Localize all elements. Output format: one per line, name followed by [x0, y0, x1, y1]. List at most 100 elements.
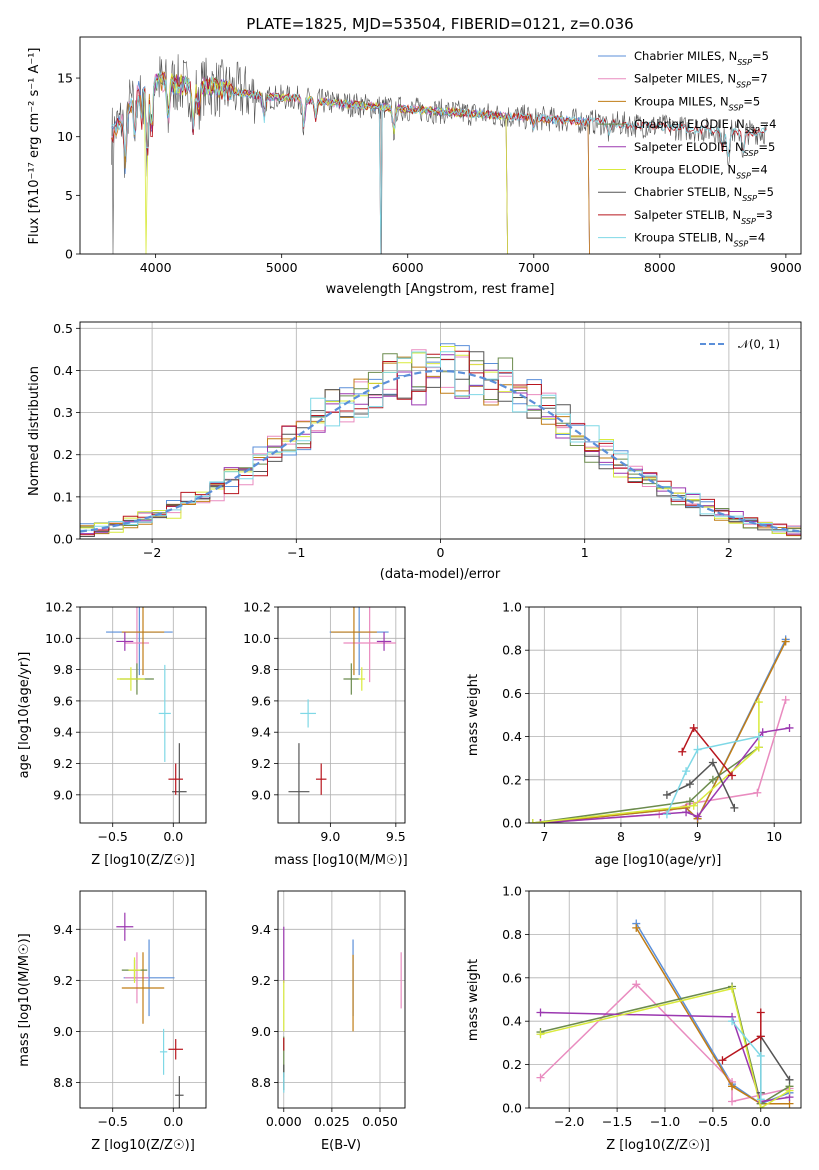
residuals-histogram-8: [80, 351, 801, 532]
mass-weight-vs-metallicity-xtick-label: 0.0: [751, 1114, 771, 1129]
age-vs-mass-ytick-label: 9.4: [251, 725, 271, 740]
age-vs-metallicity-ytick-label: 9.4: [53, 725, 73, 740]
mass-weight-vs-age-marker-5-1: [689, 801, 698, 810]
mass-weight-vs-age-xtick-label: 9: [694, 829, 702, 844]
age-vs-metallicity-ytick-label: 10.0: [45, 631, 73, 646]
mass-weight-vs-metallicity-marker-7-2: [756, 1008, 765, 1017]
mass-weight-vs-metallicity-ytick-label: 1.0: [502, 884, 522, 899]
mass-weight-vs-metallicity-marker-6-2: [785, 1075, 794, 1084]
spectrum-ytick-label: 15: [57, 71, 73, 86]
mass-weight-vs-metallicity-marker-2-0: [632, 923, 641, 932]
mass-weight-vs-age-marker-7-1: [689, 723, 698, 732]
spectrum-panel: PLATE=1825, MJD=53504, FIBERID=0121, z=0…: [27, 15, 802, 297]
mass-weight-vs-metallicity-line-5: [540, 987, 790, 1108]
age-vs-mass-xtick-label: 9.0: [320, 829, 340, 844]
mass-weight-vs-metallicity-marker-5-2: [756, 1104, 765, 1108]
mass-weight-vs-age-marker-4-4: [785, 723, 794, 732]
mass-weight-vs-age-xlabel: age [log10(age/yr)]: [595, 853, 722, 868]
mass-weight-vs-metallicity-marker-5-3: [785, 1086, 794, 1095]
mass-weight-vs-metallicity-marker-5-0: [536, 1030, 545, 1039]
age-vs-mass-xlabel: mass [log10(M/M☉)]: [274, 853, 407, 868]
mass-weight-vs-age-marker-5-0: [529, 819, 537, 823]
mass-weight-vs-age-marker-8-1: [682, 767, 691, 776]
mass-weight-vs-age-marker-4-1: [682, 808, 691, 817]
mass-weight-vs-age-marker-3-2: [708, 775, 717, 784]
mass-weight-vs-age-marker-6-2: [708, 758, 717, 767]
age-vs-mass-frame: [277, 606, 406, 824]
mass-weight-vs-age-marker-2-3: [781, 637, 790, 646]
age-vs-mass-panel: 9.0 9.5 9.0 9.2 9.4 9.6 9.8 10.0 10.2 mass [log1…: [243, 600, 408, 869]
mass-weight-vs-age-marker-1-3: [753, 788, 762, 797]
mass-vs-metallicity-ytick-label: 9.2: [53, 973, 73, 988]
mass-weight-vs-metallicity-marker-1-3: [728, 1097, 737, 1106]
mass-weight-vs-age-xtick-label: 8: [617, 829, 625, 844]
mass-weight-vs-metallicity-ytick-label: 0.2: [502, 1057, 522, 1072]
mass-weight-vs-age-marker-8-3: [754, 732, 763, 741]
mass-weight-vs-age-marker-6-1: [685, 780, 694, 789]
mass-weight-vs-age-line-3: [532, 746, 760, 823]
mass-weight-vs-metallicity-xtick-label: −2.0: [554, 1114, 584, 1129]
mass-vs-metallicity-ylabel: mass [log10(M/M☉)]: [17, 933, 32, 1066]
mass-vs-reddening-xtick-label: 0.000: [266, 1114, 302, 1129]
residuals-ytick-label: 0.5: [53, 321, 73, 336]
mass-weight-vs-age-ytick-label: 0.8: [502, 643, 522, 658]
mass-weight-vs-age-marker-3-1: [685, 797, 694, 806]
spectrum-xtick-label: 8000: [644, 260, 676, 275]
mass-vs-metallicity-xlabel: Z [log10(Z/Z☉)]: [91, 1138, 195, 1153]
residuals-ytick-label: 0.3: [53, 405, 73, 420]
mass-weight-vs-age-marker-4-0: [536, 819, 545, 823]
mass-vs-metallicity-ytick-label: 8.8: [53, 1075, 73, 1090]
mass-weight-vs-age-xtick-label: 10: [766, 829, 782, 844]
spectrum-xtick-label: 7000: [518, 260, 550, 275]
mass-weight-vs-age-marker-8-0: [662, 810, 671, 819]
mass-weight-vs-age-marker-1-4: [781, 695, 790, 704]
residuals-xlabel: (data-model)/error: [380, 567, 501, 582]
mass-weight-vs-metallicity-line-2: [635, 927, 790, 1105]
mass-weight-vs-age-ytick-label: 0.2: [502, 772, 522, 787]
mass-weight-vs-metallicity-marker-8-0: [728, 1017, 737, 1026]
residuals-xtick-label: −2: [143, 545, 161, 560]
mass-weight-vs-age-ytick-label: 0.0: [502, 816, 522, 831]
spectrum-legend-label: Chabrier ELODIE, NSSP=4: [634, 117, 776, 135]
spectrum-ylabel: Flux [fλ10⁻¹⁷ erg cm⁻² s⁻¹ A⁻¹]: [27, 48, 42, 245]
mass-weight-vs-metallicity-xlabel: Z [log10(Z/Z☉)]: [606, 1138, 710, 1153]
mass-vs-reddening-plot: 0.000 0.025 0.050 8.8 9.0 9.2 9.4: [251, 890, 406, 1129]
age-vs-metallicity-ytick-label: 9.6: [53, 693, 73, 708]
age-vs-mass-ytick-label: 9.6: [251, 693, 271, 708]
residuals-ytick-label: 0.1: [53, 489, 73, 504]
mass-vs-reddening-panel: 0.000 0.025 0.050 8.8 9.0 9.2 9.4 E(B-V): [251, 890, 406, 1153]
mass-vs-reddening-xtick-label: 0.025: [314, 1114, 350, 1129]
mass-weight-vs-age-panel: 7 8 9 10 0.0 0.2 0.4 0.6 0.8 1.0 age [log10(age/y…: [466, 600, 802, 868]
spectrum-legend-label: Chabrier STELIB, NSSP=5: [634, 185, 774, 203]
mass-weight-vs-metallicity-line-0: [635, 923, 790, 1105]
spectrum-line-6: [111, 54, 767, 254]
residuals-xtick-label: −1: [287, 545, 305, 560]
mass-weight-vs-metallicity-ylabel: mass weight: [466, 959, 481, 1041]
residuals-xtick-label: 2: [725, 545, 733, 560]
mass-vs-reddening-ytick-label: 9.0: [251, 1024, 271, 1039]
spectrum-legend-label: Salpeter STELIB, NSSP=3: [634, 208, 773, 226]
residuals-xtick-label: 0: [437, 545, 445, 560]
mass-vs-reddening-errorbars: [283, 926, 402, 1093]
mass-weight-vs-metallicity-ytick-label: 0.6: [502, 970, 522, 985]
age-vs-metallicity-plot: −0.5 0.0 9.0 9.2 9.4 9.6 9.8 10.0 10.2: [45, 600, 207, 844]
mass-weight-vs-metallicity-xtick-label: −1.0: [650, 1114, 680, 1129]
mass-weight-vs-age-marker-6-3: [730, 803, 739, 812]
mass-weight-vs-metallicity-marker-1-1: [632, 980, 641, 989]
mass-weight-vs-age-plot: 7 8 9 10 0.0 0.2 0.4 0.6 0.8 1.0: [502, 600, 802, 844]
age-vs-metallicity-ytick-label: 9.0: [53, 787, 73, 802]
mass-weight-vs-metallicity-marker-4-0: [536, 1008, 545, 1017]
mass-vs-metallicity-plot: −0.5 0.0 8.8 9.0 9.2 9.4: [53, 890, 207, 1129]
age-vs-metallicity-ylabel: age [log10(age/yr)]: [17, 652, 32, 779]
mass-vs-metallicity-frame: [79, 890, 207, 1109]
mass-weight-vs-metallicity-frame: [528, 890, 802, 1109]
mass-weight-vs-age-marker-4-2: [693, 812, 702, 821]
age-vs-metallicity-xtick-label: −0.5: [98, 829, 128, 844]
mass-weight-vs-metallicity-marker-7-1: [756, 1032, 765, 1041]
age-vs-metallicity-errorbars: [106, 607, 187, 823]
mass-weight-vs-age-line-2: [540, 641, 787, 823]
mass-vs-reddening-ytick-label: 9.4: [251, 922, 271, 937]
mass-vs-metallicity-panel: −0.5 0.0 8.8 9.0 9.2 9.4 Z [log10(Z/Z☉)] mass…: [17, 890, 207, 1153]
mass-weight-vs-metallicity-ytick-label: 0.0: [502, 1101, 522, 1116]
age-vs-metallicity-panel: −0.5 0.0 9.0 9.2 9.4 9.6 9.8 10.0 10.2 Z [log10(…: [17, 600, 207, 868]
